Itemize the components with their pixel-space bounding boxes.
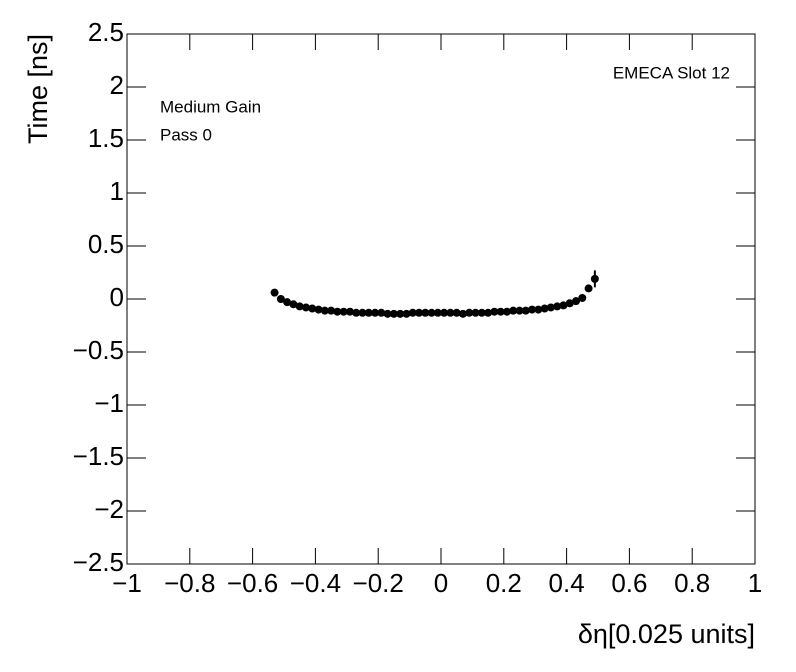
point: [572, 297, 581, 306]
annotation: Medium Gain: [160, 97, 261, 116]
point: [528, 305, 537, 314]
point: [458, 309, 467, 318]
point: [358, 308, 367, 317]
x-tick-label: 0.4: [549, 568, 585, 598]
point: [320, 306, 329, 315]
point: [433, 308, 442, 317]
annotation: Pass 0: [160, 125, 212, 144]
point: [270, 288, 279, 297]
point: [276, 295, 285, 303]
x-tick-label: 0.8: [674, 568, 710, 598]
point: [389, 309, 398, 318]
point: [396, 309, 405, 318]
x-tick-label: −0.6: [227, 568, 278, 598]
point: [421, 308, 430, 317]
y-tick-label: 2: [110, 70, 124, 100]
point: [327, 306, 336, 315]
point: [471, 308, 480, 317]
point: [364, 308, 373, 317]
y-tick-label: 2.5: [88, 17, 124, 47]
point: [559, 301, 568, 310]
x-tick-label: 0: [434, 568, 448, 598]
y-tick-label: 1.5: [88, 123, 124, 153]
y-tick-label: 0: [110, 282, 124, 312]
point: [402, 309, 411, 318]
y-tick-label: −1: [94, 388, 124, 418]
point: [477, 308, 486, 317]
point: [502, 307, 511, 316]
x-tick-label: −0.4: [290, 568, 341, 598]
x-tick-label: −0.8: [164, 568, 215, 598]
point: [415, 308, 424, 317]
point: [534, 305, 543, 314]
point: [540, 304, 549, 313]
point: [383, 309, 392, 318]
point: [565, 299, 574, 308]
y-tick-label: −1.5: [73, 441, 124, 471]
point: [490, 307, 499, 316]
point: [584, 284, 593, 293]
point: [314, 305, 323, 314]
x-axis-title: δη[0.025 units]: [578, 619, 755, 649]
point: [484, 308, 493, 317]
annotation: EMECA Slot 12: [613, 63, 730, 82]
point: [352, 308, 361, 317]
point: [553, 302, 562, 311]
point: [496, 307, 505, 316]
y-axis-title: Time [ns]: [23, 34, 53, 144]
point: [521, 306, 530, 315]
point: [283, 298, 292, 307]
point: [377, 308, 386, 317]
y-tick-label: −0.5: [73, 335, 124, 365]
point: [339, 307, 348, 316]
point: [452, 308, 461, 317]
x-tick-label: 0.6: [611, 568, 647, 598]
x-tick-label: 1: [748, 568, 762, 598]
x-tick-label: −1: [112, 568, 142, 598]
y-tick-label: −2.5: [73, 547, 124, 577]
y-tick-label: 0.5: [88, 229, 124, 259]
point: [408, 308, 417, 317]
point: [295, 302, 304, 311]
point: [289, 300, 298, 309]
point: [578, 293, 587, 302]
y-tick-label: 1: [110, 176, 124, 206]
point: [427, 308, 436, 317]
point: [345, 307, 354, 316]
x-tick-label: 0.2: [486, 568, 522, 598]
point: [440, 308, 449, 317]
point: [515, 306, 524, 315]
y-tick-label: −2: [94, 494, 124, 524]
point: [509, 306, 518, 315]
point: [590, 274, 599, 283]
point: [308, 304, 317, 313]
point: [333, 307, 342, 316]
point: [446, 308, 455, 317]
point: [371, 308, 380, 317]
x-tick-label: −0.2: [353, 568, 404, 598]
point: [546, 303, 555, 312]
point: [301, 303, 310, 312]
point: [465, 308, 474, 317]
